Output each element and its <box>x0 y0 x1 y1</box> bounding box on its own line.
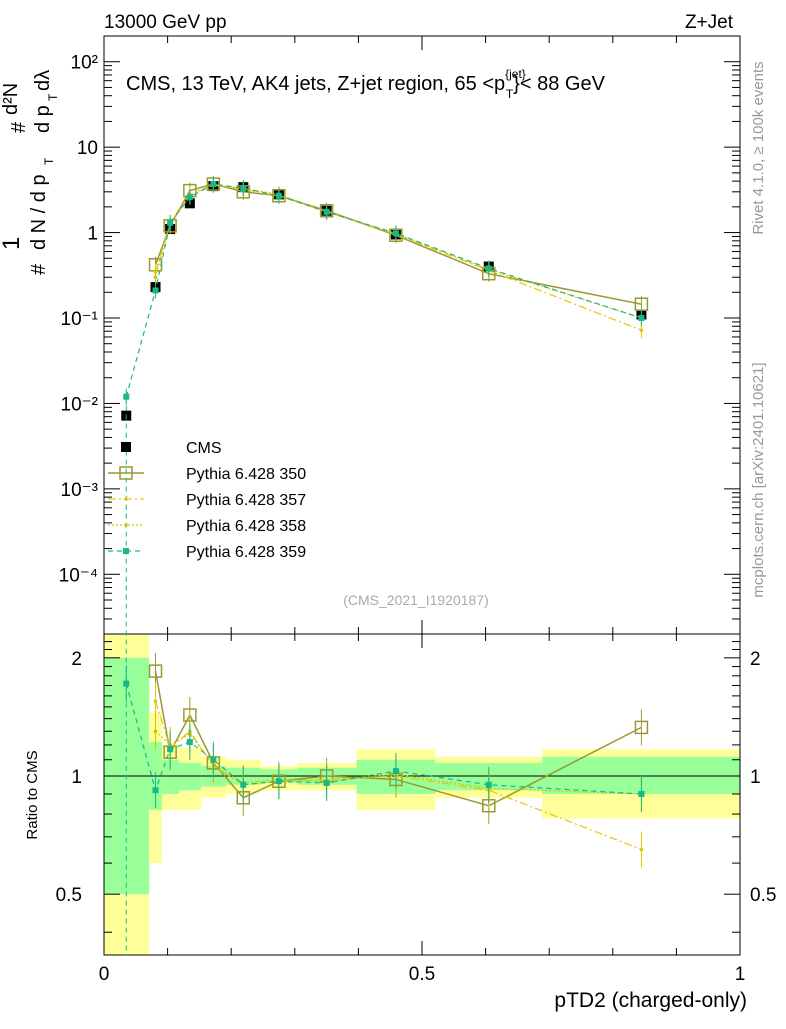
ratio-line <box>154 670 642 807</box>
legend-label: Pythia 6.428 358 <box>186 518 306 535</box>
legend-entry: Pythia 6.428 359 <box>108 544 306 561</box>
ratio-point <box>639 847 644 852</box>
legend-entry: Pythia 6.428 350 <box>108 466 306 483</box>
y-tick-label: 1 <box>87 224 98 245</box>
ratio-point <box>167 746 174 753</box>
series-line <box>154 183 642 305</box>
series-pythia-6-428-358 <box>153 177 644 327</box>
legend-entry: Pythia 6.428 357 <box>108 492 306 509</box>
title-sup: {jet} <box>505 67 526 81</box>
ratio-point <box>210 756 217 763</box>
ratio-point <box>123 680 130 687</box>
ratio-point <box>153 729 158 734</box>
legend-entry: CMS <box>121 440 222 457</box>
series-pythia-6-428-350 <box>148 176 649 313</box>
legend-entry: Pythia 6.428 358 <box>108 518 306 535</box>
ratio-point <box>638 790 645 797</box>
header-right: Z+Jet <box>685 12 734 33</box>
series-pythia-6-428-359 <box>123 176 645 405</box>
svg-text:#: # <box>8 121 30 133</box>
ratio-point <box>392 767 399 774</box>
y-axis-label: # d N / d p 1 T # d p T dλ d²N <box>0 70 60 275</box>
axis-ticks: 0 0.5 1 10² 10 1 10⁻¹ 10⁻² 10⁻³ 10⁻⁴ 2 2 1 1 0.5 0.5 <box>56 35 776 985</box>
band-inner-2 <box>161 759 180 794</box>
rivet-label: Rivet 4.1.0, ≥ 100k events <box>750 61 767 234</box>
ratio-point <box>634 720 649 735</box>
y-tick-label: 10² <box>71 53 98 74</box>
ratio-y-tick-label: 2 <box>71 649 82 670</box>
svg-text:#: # <box>28 263 50 275</box>
ratio-point <box>148 664 163 678</box>
mcplots-label: mcplots.cern.ch [arXiv:2401.10621] <box>750 362 767 597</box>
legend-label: Pythia 6.428 350 <box>186 466 306 483</box>
y-tick-label: 10⁻³ <box>61 480 99 501</box>
svg-text:d N / d p: d N / d p <box>28 174 50 250</box>
data-point <box>186 194 193 201</box>
ratio-point <box>186 739 193 746</box>
ratio-y-tick-label: 1 <box>71 767 82 788</box>
title-sub: T <box>506 87 514 101</box>
ratio-y-tick-label-right: 0.5 <box>750 885 776 906</box>
data-point <box>392 230 399 237</box>
header-left: 13000 GeV pp <box>104 12 227 33</box>
legend-label: CMS <box>186 440 222 457</box>
y-tick-label: 10⁻⁴ <box>59 565 98 586</box>
band-inner-3 <box>179 762 202 791</box>
y-tick-label: 10⁻¹ <box>61 309 99 330</box>
ratio-y-tick-label-right: 1 <box>750 767 761 788</box>
data-point <box>210 181 217 188</box>
series-layer <box>121 176 649 955</box>
legend-label: Pythia 6.428 357 <box>186 492 306 509</box>
series-pythia-6-428-357 <box>153 177 644 339</box>
data-point <box>240 185 247 192</box>
y-tick-label: 10 <box>77 138 98 159</box>
ratio-point <box>240 781 247 788</box>
svg-text:T: T <box>42 157 56 165</box>
analysis-id: (CMS_2021_I1920187) <box>343 592 489 608</box>
svg-text:dλ: dλ <box>32 70 54 91</box>
ratio-bands <box>104 634 740 955</box>
data-point <box>485 265 492 272</box>
data-point <box>167 219 174 226</box>
data-point <box>152 287 159 294</box>
series-line <box>154 184 642 319</box>
ratio-point <box>152 787 159 794</box>
ratio-y-tick-label-right: 2 <box>750 649 761 670</box>
legend-marker <box>121 442 131 452</box>
ratio-series-pythia-6-428-359 <box>123 665 645 812</box>
legend-label: Pythia 6.428 359 <box>186 544 306 561</box>
legend: CMS Pythia 6.428 350 Pythia 6.428 357 Pythi… <box>108 440 306 561</box>
data-point <box>639 328 644 332</box>
legend-marker <box>124 523 128 527</box>
legend-marker <box>119 466 133 480</box>
ratio-point <box>323 779 330 786</box>
ratio-line <box>155 730 642 795</box>
ratio-point <box>153 699 158 704</box>
svg-text:d p: d p <box>32 105 54 133</box>
legend-marker <box>124 497 128 501</box>
ratio-y-tick-label: 0.5 <box>56 885 82 906</box>
data-point <box>153 275 158 280</box>
x-tick-label: 1 <box>735 964 746 985</box>
title-tail: }< 88 GeV <box>513 73 605 95</box>
x-tick-label: 0.5 <box>409 964 435 985</box>
ratio-y-label: Ratio to CMS <box>24 750 41 839</box>
series-line <box>154 184 642 331</box>
legend-marker <box>123 548 129 554</box>
x-axis-label: pTD2 (charged-only) <box>554 989 747 1012</box>
y-tick-label: 10⁻² <box>61 394 99 415</box>
svg-text:T: T <box>46 93 60 101</box>
x-tick-label: 0 <box>99 964 110 985</box>
data-point <box>323 208 330 215</box>
chart-title: CMS, 13 TeV, AK4 jets, Z+jet region, 65 … <box>126 67 606 101</box>
svg-text:d²N: d²N <box>0 83 22 115</box>
svg-text:1: 1 <box>0 237 25 250</box>
data-point <box>275 192 282 199</box>
ratio-point <box>275 778 282 785</box>
ratio-point <box>485 781 492 788</box>
series-line <box>125 183 642 397</box>
data-point <box>638 315 645 322</box>
